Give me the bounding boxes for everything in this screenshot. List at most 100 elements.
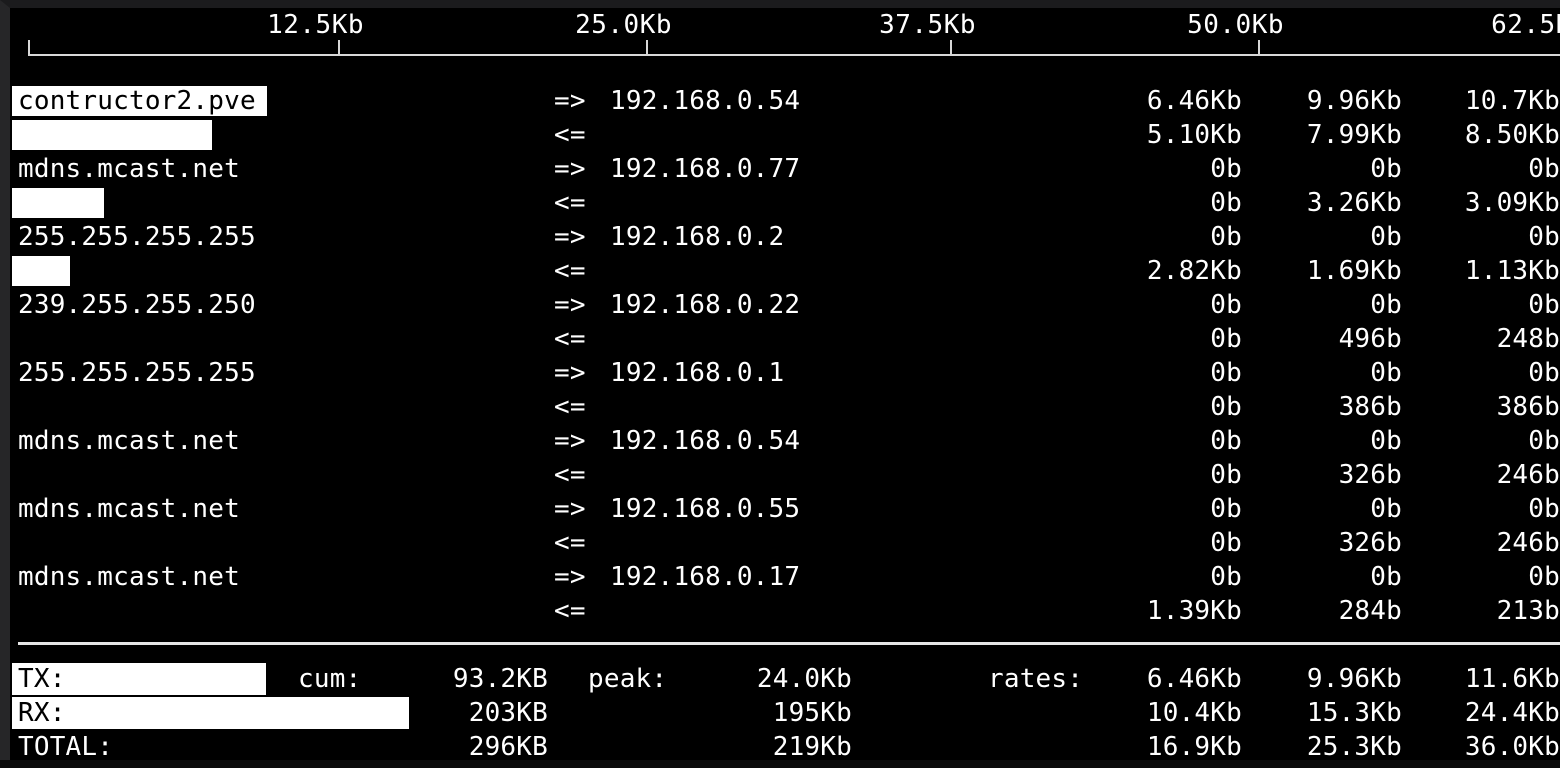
direction-out-icon: => xyxy=(554,290,586,320)
connection-host: mdns.mcast.net xyxy=(18,426,240,456)
rate-10s: 0b xyxy=(1370,426,1402,456)
bandwidth-bar xyxy=(12,256,70,286)
rate-2s: 2.82Kb xyxy=(1146,256,1242,286)
rate-2s: 0b xyxy=(1210,154,1242,184)
summary-rate-2s: 16.9Kb xyxy=(1146,732,1242,762)
direction-out-icon: => xyxy=(554,222,586,252)
scale-axis-labels: 12.5Kb 25.0Kb 37.5Kb 50.0Kb 62.5Kb xyxy=(10,8,1560,40)
summary-separator xyxy=(18,642,1560,645)
summary-rate-40s: 24.4Kb xyxy=(1464,698,1560,728)
connection-row[interactable]: contructor2.pve 192.168.0.54 => 6.46Kb 9.96K… xyxy=(10,84,1560,118)
rate-2s: 0b xyxy=(1210,392,1242,422)
rate-2s: 6.46Kb xyxy=(1146,86,1242,116)
scale-tick-mark xyxy=(950,40,952,56)
connection-peer: 192.168.0.2 xyxy=(610,222,785,252)
direction-out-icon: => xyxy=(554,426,586,456)
connection-row[interactable]: <= 2.82Kb 1.69Kb 1.13Kb xyxy=(10,254,1560,288)
summary-cumulative: 93.2KB xyxy=(452,664,548,694)
connection-row[interactable]: <= 0b 496b 248b xyxy=(10,322,1560,356)
connection-row[interactable]: mdns.mcast.net 192.168.0.54 => 0b 0b 0b xyxy=(10,424,1560,458)
connection-row[interactable]: <= 0b 326b 246b xyxy=(10,458,1560,492)
summary-rate-40s: 11.6Kb xyxy=(1464,664,1560,694)
rate-10s: 0b xyxy=(1370,222,1402,252)
connection-row[interactable]: <= 1.39Kb 284b 213b xyxy=(10,594,1560,628)
scale-tick-mark xyxy=(338,40,340,56)
connection-row[interactable]: <= 5.10Kb 7.99Kb 8.50Kb xyxy=(10,118,1560,152)
rate-10s: 0b xyxy=(1370,358,1402,388)
rate-10s: 496b xyxy=(1338,324,1402,354)
connection-row[interactable]: <= 0b 386b 386b xyxy=(10,390,1560,424)
rate-10s: 0b xyxy=(1370,494,1402,524)
scale-origin-tick xyxy=(28,40,30,56)
connection-row[interactable]: mdns.mcast.net 192.168.0.55 => 0b 0b 0b xyxy=(10,492,1560,526)
rate-40s: 10.7Kb xyxy=(1464,86,1560,116)
summary-rate-10s: 15.3Kb xyxy=(1306,698,1402,728)
rate-40s: 0b xyxy=(1528,426,1560,456)
rate-10s: 0b xyxy=(1370,290,1402,320)
rate-40s: 8.50Kb xyxy=(1464,120,1560,150)
rate-40s: 0b xyxy=(1528,222,1560,252)
rate-40s: 386b xyxy=(1496,392,1560,422)
summary-row-label: TOTAL: xyxy=(18,732,114,762)
rate-40s: 0b xyxy=(1528,494,1560,524)
scale-tick-label: 37.5Kb xyxy=(879,10,976,40)
connection-host: 255.255.255.255 xyxy=(18,358,256,388)
direction-in-icon: <= xyxy=(554,120,586,150)
summary-peak: 24.0Kb xyxy=(756,664,852,694)
connection-row[interactable]: 255.255.255.255 192.168.0.1 => 0b 0b 0b xyxy=(10,356,1560,390)
summary-row: TX: cum: peak: rates: 93.2KB 24.0Kb 6.46Kb 9.96… xyxy=(10,662,1560,696)
rate-2s: 0b xyxy=(1210,358,1242,388)
direction-in-icon: <= xyxy=(554,188,586,218)
rate-10s: 0b xyxy=(1370,562,1402,592)
connection-list[interactable]: contructor2.pve 192.168.0.54 => 6.46Kb 9.96K… xyxy=(10,84,1560,632)
direction-out-icon: => xyxy=(554,494,586,524)
rate-40s: 246b xyxy=(1496,460,1560,490)
rates-label: rates: xyxy=(988,664,1084,694)
connection-host: contructor2.pve xyxy=(18,86,256,116)
direction-out-icon: => xyxy=(554,358,586,388)
connection-row[interactable]: 255.255.255.255 192.168.0.2 => 0b 0b 0b xyxy=(10,220,1560,254)
connection-row[interactable]: mdns.mcast.net 192.168.0.17 => 0b 0b 0b xyxy=(10,560,1560,594)
connection-row[interactable]: 239.255.255.250 192.168.0.22 => 0b 0b 0b xyxy=(10,288,1560,322)
rate-10s: 9.96Kb xyxy=(1306,86,1402,116)
rate-2s: 0b xyxy=(1210,562,1242,592)
direction-out-icon: => xyxy=(554,154,586,184)
direction-in-icon: <= xyxy=(554,528,586,558)
scale-tick-label: 12.5Kb xyxy=(267,10,364,40)
summary-cumulative: 296KB xyxy=(468,732,548,762)
scale-tick-label: 62.5Kb xyxy=(1491,10,1560,40)
rate-2s: 0b xyxy=(1210,324,1242,354)
connection-peer: 192.168.0.1 xyxy=(610,358,785,388)
scale-tick-label: 50.0Kb xyxy=(1187,10,1284,40)
rate-2s: 1.39Kb xyxy=(1146,596,1242,626)
rate-10s: 1.69Kb xyxy=(1306,256,1402,286)
rate-10s: 7.99Kb xyxy=(1306,120,1402,150)
scale-tick-label: 25.0Kb xyxy=(575,10,672,40)
direction-in-icon: <= xyxy=(554,256,586,286)
connection-row[interactable]: <= 0b 326b 246b xyxy=(10,526,1560,560)
connection-host: 255.255.255.255 xyxy=(18,222,256,252)
connection-row[interactable]: mdns.mcast.net 192.168.0.77 => 0b 0b 0b xyxy=(10,152,1560,186)
rate-40s: 1.13Kb xyxy=(1464,256,1560,286)
bandwidth-bar xyxy=(12,188,104,218)
connection-host: 239.255.255.250 xyxy=(18,290,256,320)
scale-tick-mark xyxy=(646,40,648,56)
connection-peer: 192.168.0.17 xyxy=(610,562,801,592)
direction-out-icon: => xyxy=(554,562,586,592)
rate-40s: 0b xyxy=(1528,154,1560,184)
rate-10s: 3.26Kb xyxy=(1306,188,1402,218)
rate-10s: 284b xyxy=(1338,596,1402,626)
connection-peer: 192.168.0.54 xyxy=(610,426,801,456)
summary-row-label: RX: xyxy=(18,698,66,728)
rate-40s: 0b xyxy=(1528,290,1560,320)
summary-rate-40s: 36.0Kb xyxy=(1464,732,1560,762)
scale-axis-line xyxy=(28,54,1560,56)
summary-rate-2s: 10.4Kb xyxy=(1146,698,1242,728)
rate-10s: 326b xyxy=(1338,528,1402,558)
summary-panel: TX: cum: peak: rates: 93.2KB 24.0Kb 6.46Kb 9.96… xyxy=(10,662,1560,768)
connection-peer: 192.168.0.55 xyxy=(610,494,801,524)
direction-in-icon: <= xyxy=(554,460,586,490)
summary-rate-2s: 6.46Kb xyxy=(1146,664,1242,694)
connection-host: mdns.mcast.net xyxy=(18,562,240,592)
connection-row[interactable]: <= 0b 3.26Kb 3.09Kb xyxy=(10,186,1560,220)
